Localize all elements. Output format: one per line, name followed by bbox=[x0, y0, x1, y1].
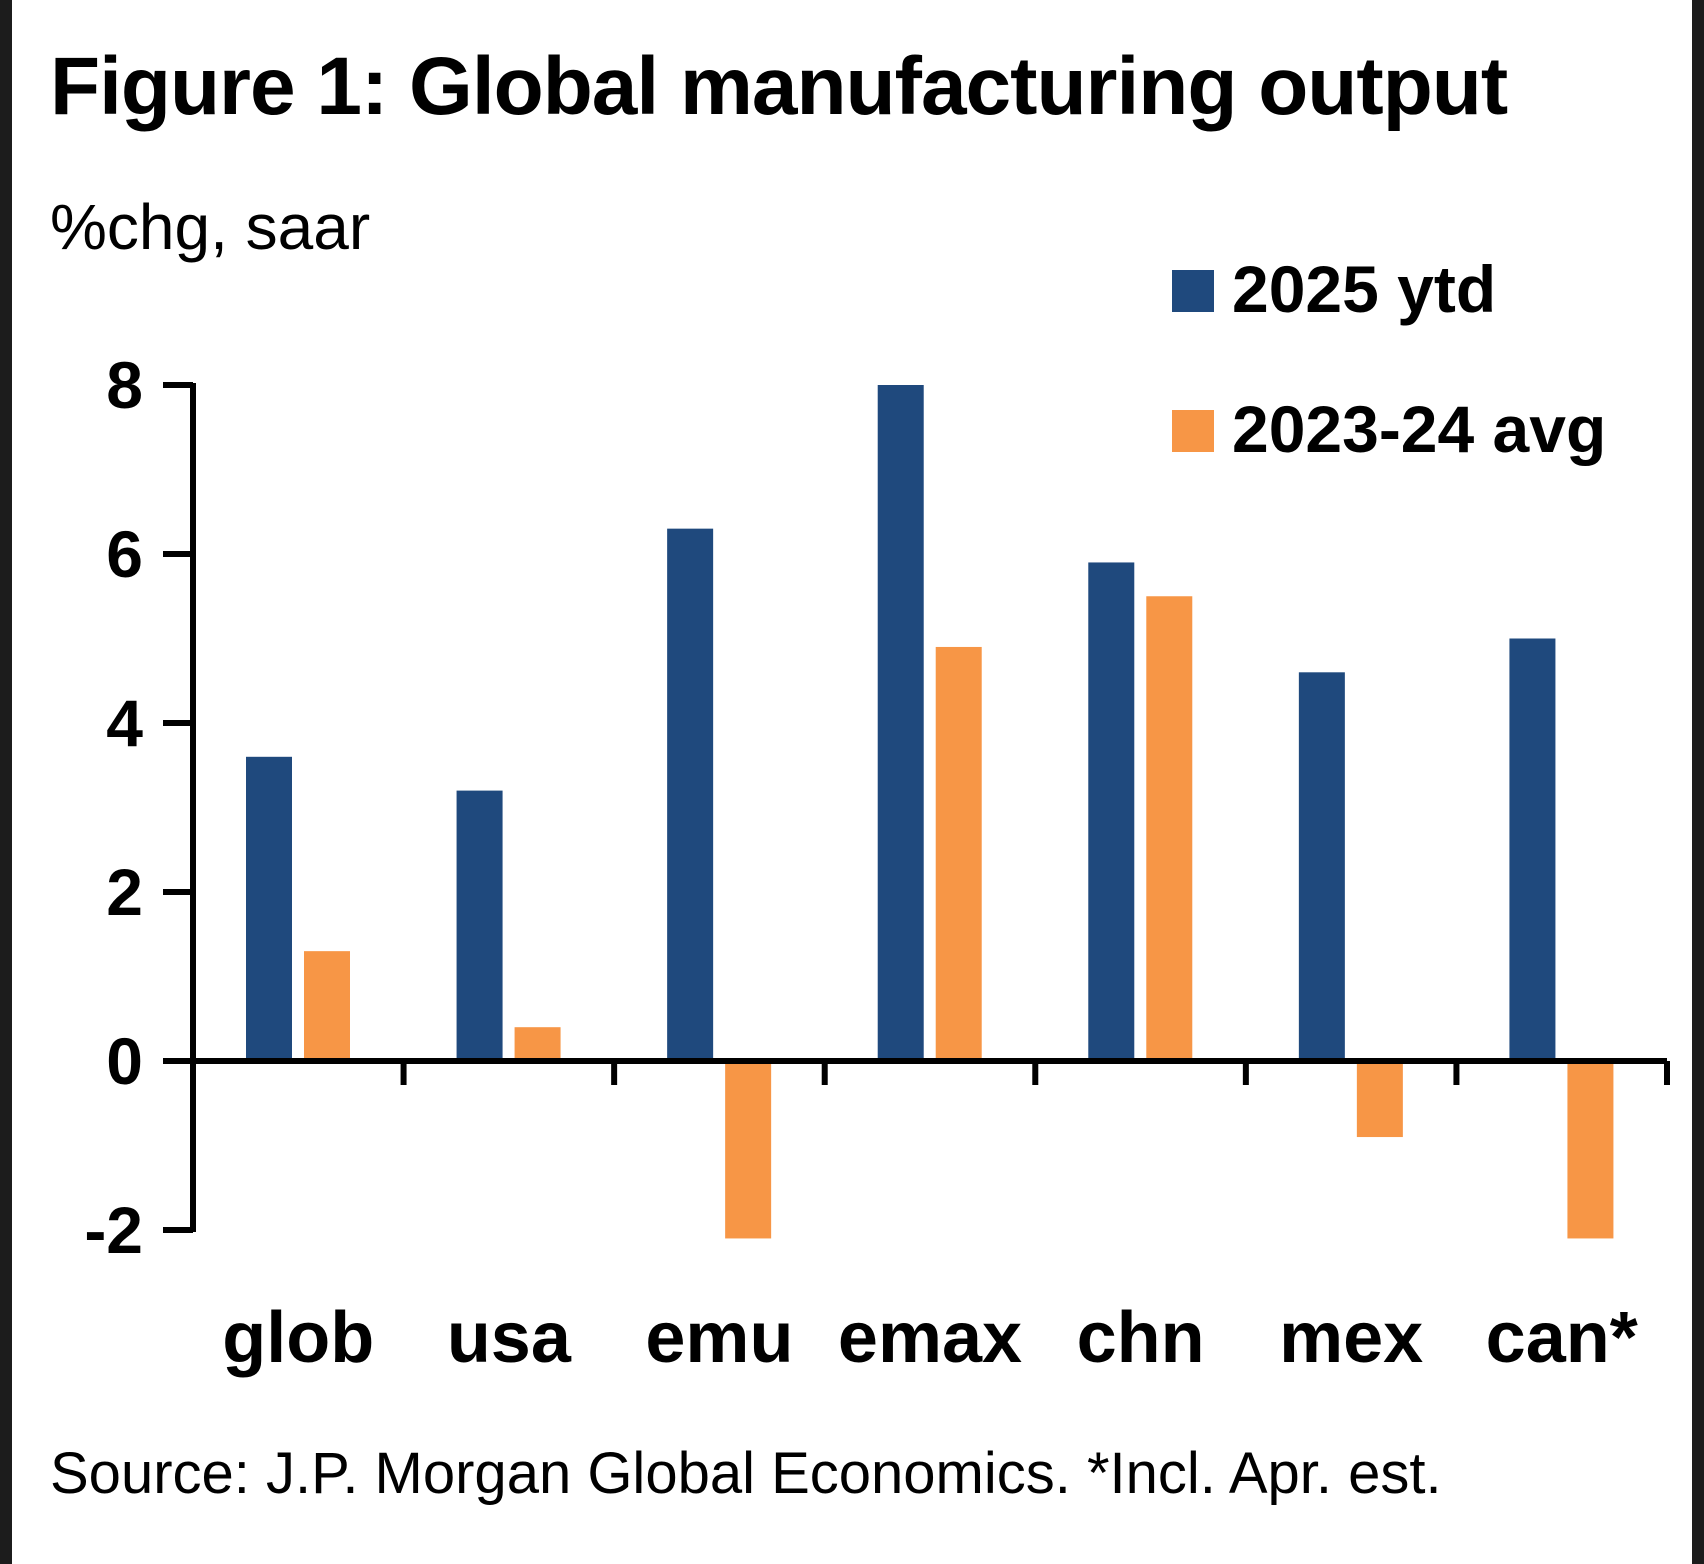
x-category-label: emax bbox=[838, 1298, 1022, 1378]
y-tick-label: -2 bbox=[84, 1193, 143, 1267]
bar-usa-series-2 bbox=[514, 1027, 561, 1061]
bar-glob-series-2 bbox=[304, 951, 350, 1061]
bar-mex-series-2 bbox=[1356, 1061, 1403, 1138]
bar-mex-series-1 bbox=[1298, 672, 1345, 1061]
bar-emu-series-1 bbox=[667, 528, 714, 1061]
y-ticks-layer: 8 6 4 2 0 -2 bbox=[84, 348, 193, 1267]
bar-emu-series-2 bbox=[725, 1061, 772, 1239]
bar-glob-series-1 bbox=[246, 756, 292, 1061]
x-category-label: mex bbox=[1279, 1298, 1423, 1378]
y-tick-label: 8 bbox=[106, 348, 143, 422]
y-axis-unit-label: %chg, saar bbox=[50, 191, 371, 263]
x-labels-layer: glob usa emu emax chn mex can* bbox=[222, 1298, 1637, 1378]
bars-layer bbox=[246, 385, 1614, 1239]
x-category-label: glob bbox=[222, 1298, 374, 1378]
legend-swatch-series-2 bbox=[1172, 410, 1214, 452]
bar-emax-series-1 bbox=[877, 385, 924, 1061]
bar-emax-series-2 bbox=[935, 646, 982, 1061]
bar-can-series-1 bbox=[1509, 638, 1556, 1061]
x-category-label: chn bbox=[1077, 1298, 1205, 1378]
bar-usa-series-1 bbox=[456, 790, 503, 1061]
legend-label-series-1: 2025 ytd bbox=[1232, 252, 1496, 326]
bar-chart: 8 6 4 2 0 -2 glob usa emu emax chn mex can* 2025 yt… bbox=[84, 252, 1670, 1378]
y-tick-label: 6 bbox=[106, 517, 143, 591]
y-tick-label: 2 bbox=[106, 855, 143, 929]
chart-card: Figure 1: Global manufacturing output %c… bbox=[12, 0, 1692, 1564]
y-tick-label: 4 bbox=[106, 686, 143, 760]
y-tick-label: 0 bbox=[106, 1024, 143, 1098]
chart-title: Figure 1: Global manufacturing output bbox=[50, 41, 1508, 132]
bar-chn-series-1 bbox=[1088, 562, 1135, 1061]
axes-layer bbox=[163, 383, 1670, 1232]
legend: 2025 ytd 2023-24 avg bbox=[1172, 252, 1606, 466]
bar-can-series-2 bbox=[1567, 1061, 1614, 1239]
legend-swatch-series-1 bbox=[1172, 270, 1214, 312]
source-note: Source: J.P. Morgan Global Economics. *I… bbox=[50, 1441, 1442, 1506]
x-category-label: emu bbox=[645, 1298, 793, 1378]
bar-chn-series-2 bbox=[1146, 596, 1193, 1061]
x-category-label: can* bbox=[1486, 1298, 1638, 1378]
legend-label-series-2: 2023-24 avg bbox=[1232, 392, 1606, 466]
x-category-label: usa bbox=[447, 1298, 572, 1378]
